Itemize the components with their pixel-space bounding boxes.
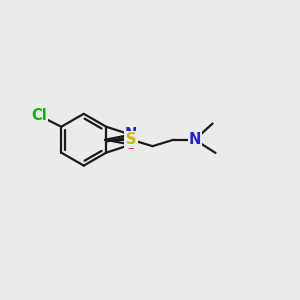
Text: N: N [189, 132, 201, 147]
Text: S: S [126, 132, 136, 147]
Text: N: N [124, 127, 137, 142]
Text: O: O [124, 137, 137, 152]
Text: Cl: Cl [31, 108, 47, 123]
